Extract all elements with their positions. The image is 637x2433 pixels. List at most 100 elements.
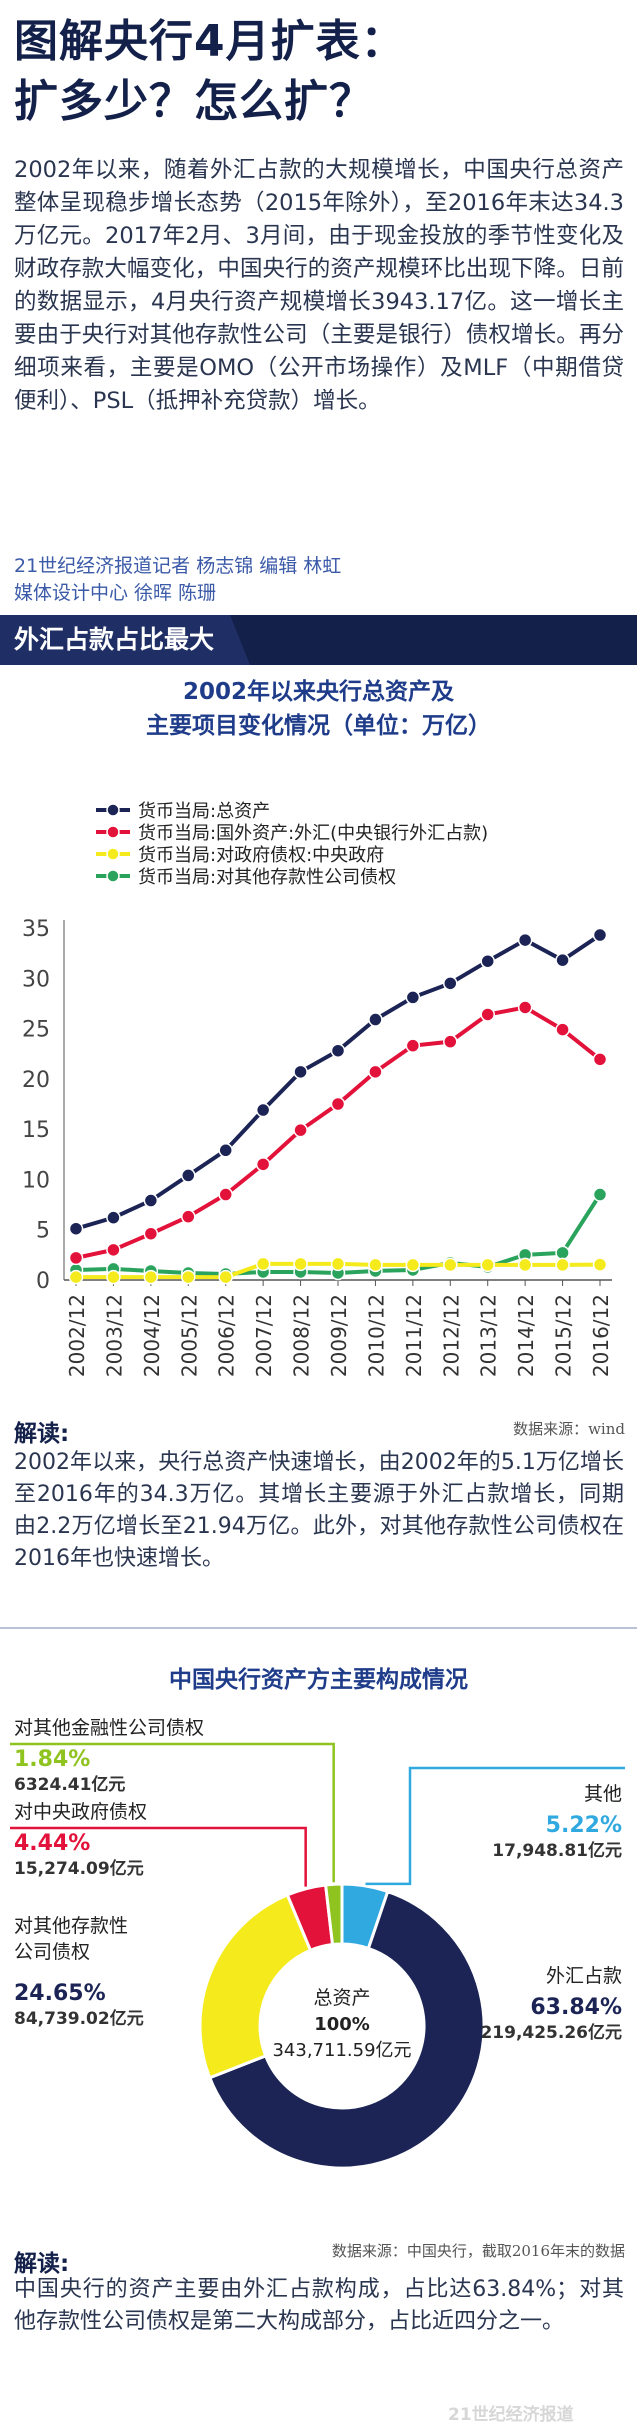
data-point [480,1257,495,1273]
page-title-line1: 图解央行4月扩表： [14,16,406,67]
pie-reading-text: 中国央行的资产主要由外汇占款构成，占比达63.84%；对其他存款性公司债权是第二… [14,2277,624,2334]
data-point [368,1257,383,1273]
pie-chart-title: 中国央行资产方主要构成情况 [169,1667,468,1693]
x-tick-label: 2007/12 [252,1294,276,1377]
data-point [68,1221,84,1236]
data-point [592,927,608,943]
legend-label: 货币当局:对其他存款性公司债权 [138,867,396,888]
data-point [405,1038,421,1053]
data-point [443,976,458,991]
data-point [293,1256,308,1272]
data-point [443,1257,458,1273]
amt-odc: 84,739.02亿元 [14,2008,144,2029]
pct-odc: 24.65% [14,1981,106,2006]
legend-label: 货币当局:国外资产:外汇(中央银行外汇占款) [138,823,488,844]
data-point [218,1269,233,1285]
data-point [218,1187,233,1202]
pie-reading-label: 解读: [14,2251,70,2277]
data-point [330,1096,346,1112]
leader-line [10,1826,307,1887]
line-chart-title-1: 2002年以来央行总资产及 [182,679,454,705]
credits-reporter: 21世纪经济报道记者 杨志锦 编辑 林虹 [14,555,342,577]
page-title: 图解央行4月扩表： 扩多少？怎么扩？ [14,12,406,132]
data-point [517,932,533,948]
x-tick-label: 2014/12 [514,1294,538,1377]
y-tick-label: 35 [22,917,50,942]
section-title: 外汇占款占比最大 [14,625,215,654]
data-point [255,1102,271,1118]
x-tick-label: 2005/12 [177,1294,201,1377]
legend-label: 货币当局:总资产 [138,801,270,822]
legend-marker [106,869,120,883]
x-tick-label: 2004/12 [140,1294,164,1377]
legend-marker [106,847,120,861]
pie-slice [198,1892,313,2080]
data-point [555,952,570,968]
line-reading-label: 解读: [14,1421,70,1447]
x-tick-label: 2012/12 [439,1294,463,1377]
data-point [592,1187,608,1202]
legend-label: 货币当局:对政府债权:中央政府 [138,845,384,866]
leader-line [10,1742,335,1883]
line-chart-title-2: 主要项目变化情况（单位：万亿） [146,713,491,739]
data-point [368,1012,383,1027]
y-tick-label: 10 [22,1168,50,1193]
data-point [330,1256,346,1272]
data-point [218,1143,233,1158]
legend-marker [106,803,120,817]
x-tick-label: 2002/12 [65,1294,89,1377]
x-tick-label: 2008/12 [290,1294,314,1377]
label-gov: 对中央政府债权 [14,1801,147,1823]
amt-gov: 15,274.09亿元 [14,1858,144,1879]
data-point [143,1269,159,1285]
watermark: 21世纪经济报道 [448,2405,574,2425]
data-point [330,1043,346,1058]
data-point [181,1209,196,1224]
pct-fx: 63.84% [530,1995,622,2020]
label-fx: 外汇占款 [546,1965,622,1987]
pie-slice [207,1889,486,2170]
y-tick-label: 0 [36,1269,50,1294]
y-tick-label: 25 [22,1018,50,1043]
label-odc-2: 公司债权 [14,1941,90,1963]
page-title-line2: 扩多少？怎么扩？ [14,76,374,127]
data-point [368,1064,383,1080]
data-point [405,990,421,1005]
pie-chart: 总资产 100% 343,711.59亿元 对其他金融性公司债权 1.84%6324.4… [10,1717,625,2170]
pie-center-label: 总资产 [313,1987,370,2009]
data-point [143,1193,159,1208]
pie-slice [323,1882,344,1947]
data-point [555,1245,570,1261]
x-tick-label: 2013/12 [477,1294,501,1377]
data-point [255,1256,271,1272]
y-tick-label: 20 [22,1068,50,1093]
series-line [75,933,602,1231]
pct-gov: 4.44% [14,1831,90,1856]
data-point [517,1257,533,1273]
data-point [181,1168,196,1183]
x-tick-label: 2006/12 [215,1294,239,1377]
data-point [181,1269,196,1285]
pie-center-amount: 343,711.59亿元 [272,2040,411,2061]
data-point [68,1250,84,1266]
pie-center-pct: 100% [314,2014,370,2035]
pie-source: 数据来源：中国央行，截取2016年末的数据 [331,2242,625,2260]
data-point [480,953,495,969]
data-point [517,1000,533,1015]
label-other-fin: 对其他金融性公司债权 [14,1717,204,1739]
line-reading-text: 2002年以来，央行总资产快速增长，由2002年的5.1万亿增长至2016年的3… [14,1450,624,1571]
data-point [592,1052,608,1067]
amt-other-fin: 6324.41亿元 [14,1774,125,1795]
x-tick-label: 2003/12 [102,1294,126,1377]
data-point [405,1257,421,1273]
intro-paragraph: 2002年以来，随着外汇占款的大规模增长，中国央行总资产整体呈现稳步增长态势（2… [14,157,624,414]
label-odc-1: 对其他存款性 [14,1915,128,1937]
data-point [106,1210,121,1225]
data-point [592,1257,608,1272]
data-point [106,1242,121,1258]
y-tick-label: 15 [22,1118,50,1143]
line-source: 数据来源：wind [513,1420,625,1438]
x-tick-label: 2009/12 [327,1294,351,1377]
hero-banner: 图解央行4月扩表： 扩多少？怎么扩？ [0,0,637,140]
x-tick-label: 2015/12 [552,1294,576,1377]
